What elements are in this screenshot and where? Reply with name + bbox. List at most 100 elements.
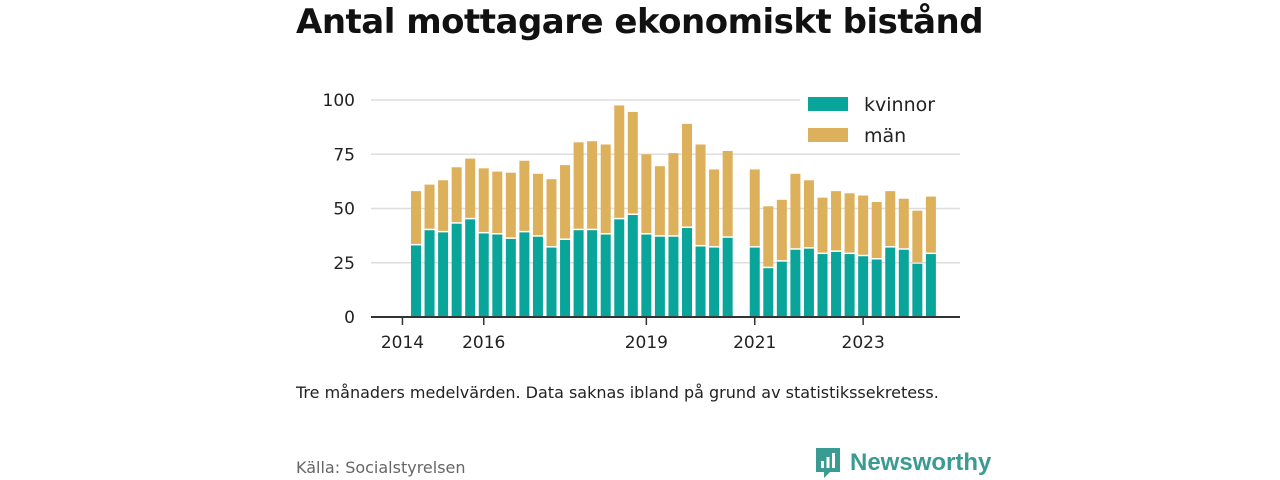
bar-man: [925, 196, 936, 253]
bar-man: [600, 144, 611, 234]
bar-kvinnor: [749, 247, 760, 317]
bar-man: [722, 150, 733, 237]
bar-man: [532, 173, 543, 236]
bar-kvinnor: [424, 230, 435, 317]
bar-kvinnor: [925, 254, 936, 317]
bars: [411, 105, 936, 317]
chart-note: Tre månaders medelvärden. Data saknas ib…: [296, 383, 939, 402]
x-tick-label: 2016: [462, 333, 505, 353]
x-tick-label: 2021: [733, 333, 776, 353]
y-tick-label: 50: [333, 200, 355, 220]
bar-kvinnor: [871, 259, 882, 317]
bar-man: [695, 144, 706, 245]
bar-kvinnor: [776, 261, 787, 317]
y-tick-label: 25: [333, 254, 355, 274]
bar-man: [885, 191, 896, 247]
bar-man: [912, 210, 923, 263]
legend-swatch-man: [808, 128, 848, 142]
bar-man: [803, 180, 814, 248]
bar-man: [573, 142, 584, 229]
bar-man: [505, 172, 516, 238]
newsworthy-logo: Newsworthy: [814, 446, 991, 480]
bar-kvinnor: [885, 247, 896, 317]
bar-kvinnor: [627, 215, 638, 317]
y-tick-label: 0: [344, 308, 355, 328]
bar-man: [587, 141, 598, 229]
bar-kvinnor: [600, 234, 611, 317]
bar-kvinnor: [411, 245, 421, 317]
bar-kvinnor: [763, 268, 774, 317]
bar-kvinnor: [654, 236, 665, 317]
bar-man: [627, 111, 638, 214]
y-axis-ticks: 0 25 50 75 100: [323, 91, 355, 328]
bar-man: [492, 171, 503, 234]
bar-man: [817, 197, 828, 253]
bar-kvinnor: [912, 263, 923, 317]
bar-man: [871, 201, 882, 258]
x-tick-label: 2014: [381, 333, 424, 353]
bar-kvinnor: [668, 236, 679, 317]
bar-man: [641, 154, 652, 234]
bar-man: [763, 206, 774, 267]
legend-label-man: män: [864, 125, 906, 147]
bar-kvinnor: [532, 236, 543, 317]
bar-kvinnor: [573, 230, 584, 317]
bar-kvinnor: [722, 237, 733, 317]
bar-man: [546, 179, 557, 247]
x-tick-label: 2019: [625, 333, 668, 353]
bar-man: [451, 167, 462, 223]
x-axis-ticks: 2014 2016 2019 2021 2023: [381, 317, 885, 353]
bar-kvinnor: [790, 249, 801, 317]
bar-man: [438, 180, 449, 231]
source-text: Källa: Socialstyrelsen: [296, 458, 466, 477]
y-tick-label: 75: [333, 145, 355, 165]
chart-title: Antal mottagare ekonomiskt bistånd: [296, 2, 984, 42]
bar-kvinnor: [695, 246, 706, 317]
bar-man: [776, 199, 787, 261]
bar-kvinnor: [546, 247, 557, 317]
bar-kvinnor: [451, 223, 462, 317]
bar-kvinnor: [614, 219, 625, 317]
bar-kvinnor: [858, 256, 869, 317]
legend-label-kvinnor: kvinnor: [864, 94, 935, 116]
bar-man: [790, 173, 801, 249]
bar-man: [898, 198, 909, 249]
bar-kvinnor: [438, 232, 449, 317]
bar-man: [519, 160, 530, 231]
bar-kvinnor: [560, 239, 571, 317]
bar-kvinnor: [641, 234, 652, 317]
x-tick-label: 2023: [842, 333, 885, 353]
newsworthy-logo-icon: [816, 448, 840, 478]
legend-swatch-kvinnor: [808, 97, 848, 111]
newsworthy-logo-text: Newsworthy: [850, 449, 992, 476]
bar-kvinnor: [492, 234, 503, 317]
bar-man: [668, 153, 679, 236]
stacked-bar-chart: 0 25 50 75 100 2014 2016 2019 2021 2023 kvinnor …: [322, 86, 960, 353]
bar-man: [654, 166, 665, 236]
bar-kvinnor: [898, 249, 909, 317]
bar-man: [844, 193, 855, 253]
bar-man: [614, 105, 625, 218]
bar-kvinnor: [519, 232, 530, 317]
bar-man: [858, 195, 869, 255]
bar-kvinnor: [831, 251, 842, 317]
bar-kvinnor: [465, 219, 476, 317]
bar-man: [478, 168, 489, 232]
bar-man: [831, 191, 842, 251]
bar-kvinnor: [478, 233, 489, 317]
bar-man: [424, 184, 435, 229]
legend: kvinnor män: [800, 86, 960, 152]
bar-kvinnor: [709, 247, 720, 317]
bar-man: [560, 165, 571, 239]
bar-kvinnor: [587, 230, 598, 317]
bar-man: [682, 123, 692, 227]
bar-kvinnor: [682, 228, 692, 317]
bar-man: [709, 169, 720, 247]
bar-man: [411, 191, 421, 244]
bar-kvinnor: [803, 248, 814, 317]
bar-man: [465, 158, 476, 218]
bar-kvinnor: [844, 254, 855, 317]
bar-kvinnor: [505, 238, 516, 317]
y-tick-label: 100: [323, 91, 355, 111]
bar-man: [749, 169, 760, 247]
